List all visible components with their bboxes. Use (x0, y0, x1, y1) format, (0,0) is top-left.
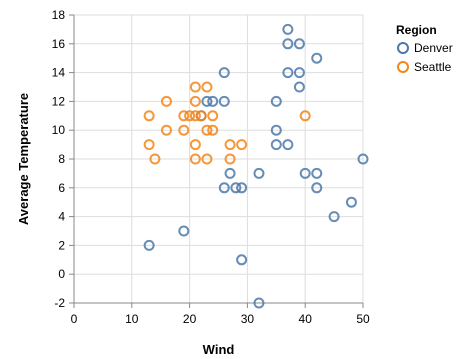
y-tick-label: 8 (58, 152, 65, 166)
point-denver (230, 182, 242, 194)
data-points (143, 23, 369, 309)
point-seattle (207, 124, 219, 136)
point-seattle (184, 110, 196, 122)
y-tick-label: 6 (58, 181, 65, 195)
y-tick-label: -2 (54, 296, 65, 310)
point-seattle (178, 110, 190, 122)
x-tick-label: 50 (356, 312, 370, 326)
y-axis-title: Average Temperature (16, 93, 31, 225)
y-tick-label: 4 (58, 210, 65, 224)
y-tick-label: 14 (52, 66, 66, 80)
point-seattle (189, 110, 201, 122)
point-denver (282, 23, 294, 35)
point-seattle (189, 95, 201, 107)
point-denver (270, 124, 282, 136)
point-denver (357, 153, 369, 165)
point-seattle (224, 153, 236, 165)
point-denver (311, 167, 323, 179)
legend-label-seattle: Seattle (414, 60, 452, 74)
point-seattle (201, 153, 213, 165)
point-denver (293, 38, 305, 50)
x-axis-title: Wind (203, 342, 235, 357)
point-seattle (143, 110, 155, 122)
point-seattle (160, 124, 172, 136)
point-seattle (236, 139, 248, 151)
point-denver (253, 297, 265, 309)
point-seattle (189, 139, 201, 151)
point-denver (201, 95, 213, 107)
grid (73, 14, 364, 304)
y-tick-label: 12 (52, 94, 66, 108)
x-tick-label: 40 (299, 312, 313, 326)
x-tick-label: 30 (241, 312, 255, 326)
point-denver (299, 167, 311, 179)
point-denver (270, 95, 282, 107)
legend-symbol-denver (397, 42, 409, 54)
point-denver (282, 139, 294, 151)
point-denver (236, 182, 248, 194)
axes: 0 10 20 30 40 50 -2 0 2 4 6 8 10 12 14 16 18 (52, 8, 370, 326)
point-seattle (299, 110, 311, 122)
point-seattle (149, 153, 161, 165)
point-denver (178, 225, 190, 237)
legend: Region Denver Seattle (396, 23, 453, 74)
point-denver (345, 196, 357, 208)
point-seattle (224, 139, 236, 151)
point-denver (282, 67, 294, 79)
point-seattle (143, 139, 155, 151)
point-seattle (160, 95, 172, 107)
point-denver (282, 38, 294, 50)
y-tick-label: 10 (52, 123, 66, 137)
point-seattle (178, 124, 190, 136)
legend-label-denver: Denver (414, 41, 453, 55)
point-denver (311, 182, 323, 194)
point-seattle (189, 153, 201, 165)
point-denver (293, 67, 305, 79)
point-denver (207, 95, 219, 107)
x-tick-label: 10 (125, 312, 139, 326)
legend-symbol-seattle (397, 61, 409, 73)
point-denver (224, 167, 236, 179)
point-seattle (207, 110, 219, 122)
point-denver (253, 167, 265, 179)
point-denver (218, 95, 230, 107)
point-seattle (201, 81, 213, 93)
point-seattle (189, 81, 201, 93)
y-tick-label: 18 (52, 8, 66, 22)
point-denver (218, 67, 230, 79)
point-denver (236, 254, 248, 266)
x-tick-label: 0 (71, 312, 78, 326)
y-tick-label: 16 (52, 37, 66, 51)
point-denver (270, 139, 282, 151)
point-seattle (195, 110, 207, 122)
y-tick-label: 0 (58, 267, 65, 281)
legend-title: Region (396, 23, 437, 37)
point-seattle (201, 124, 213, 136)
point-denver (143, 239, 155, 251)
point-denver (218, 182, 230, 194)
axis-labels: Wind Average Temperature (16, 93, 234, 357)
y-tick-label: 2 (58, 238, 65, 252)
point-denver (311, 52, 323, 64)
x-tick-label: 20 (183, 312, 197, 326)
point-denver (293, 81, 305, 93)
point-denver (328, 211, 340, 223)
